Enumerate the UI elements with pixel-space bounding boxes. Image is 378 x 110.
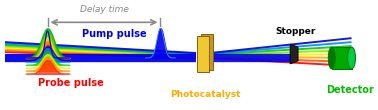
Ellipse shape	[348, 47, 355, 69]
Text: Stopper: Stopper	[275, 27, 315, 36]
Ellipse shape	[328, 47, 335, 69]
Text: Probe pulse: Probe pulse	[39, 78, 104, 88]
Text: Delay time: Delay time	[79, 5, 129, 14]
Bar	[197, 36, 209, 72]
Text: Pump pulse: Pump pulse	[82, 29, 146, 39]
Polygon shape	[290, 44, 298, 64]
Bar	[332, 47, 352, 69]
Bar	[201, 34, 213, 70]
Text: Photocatalyst: Photocatalyst	[170, 90, 240, 99]
Text: Detector: Detector	[326, 85, 373, 95]
